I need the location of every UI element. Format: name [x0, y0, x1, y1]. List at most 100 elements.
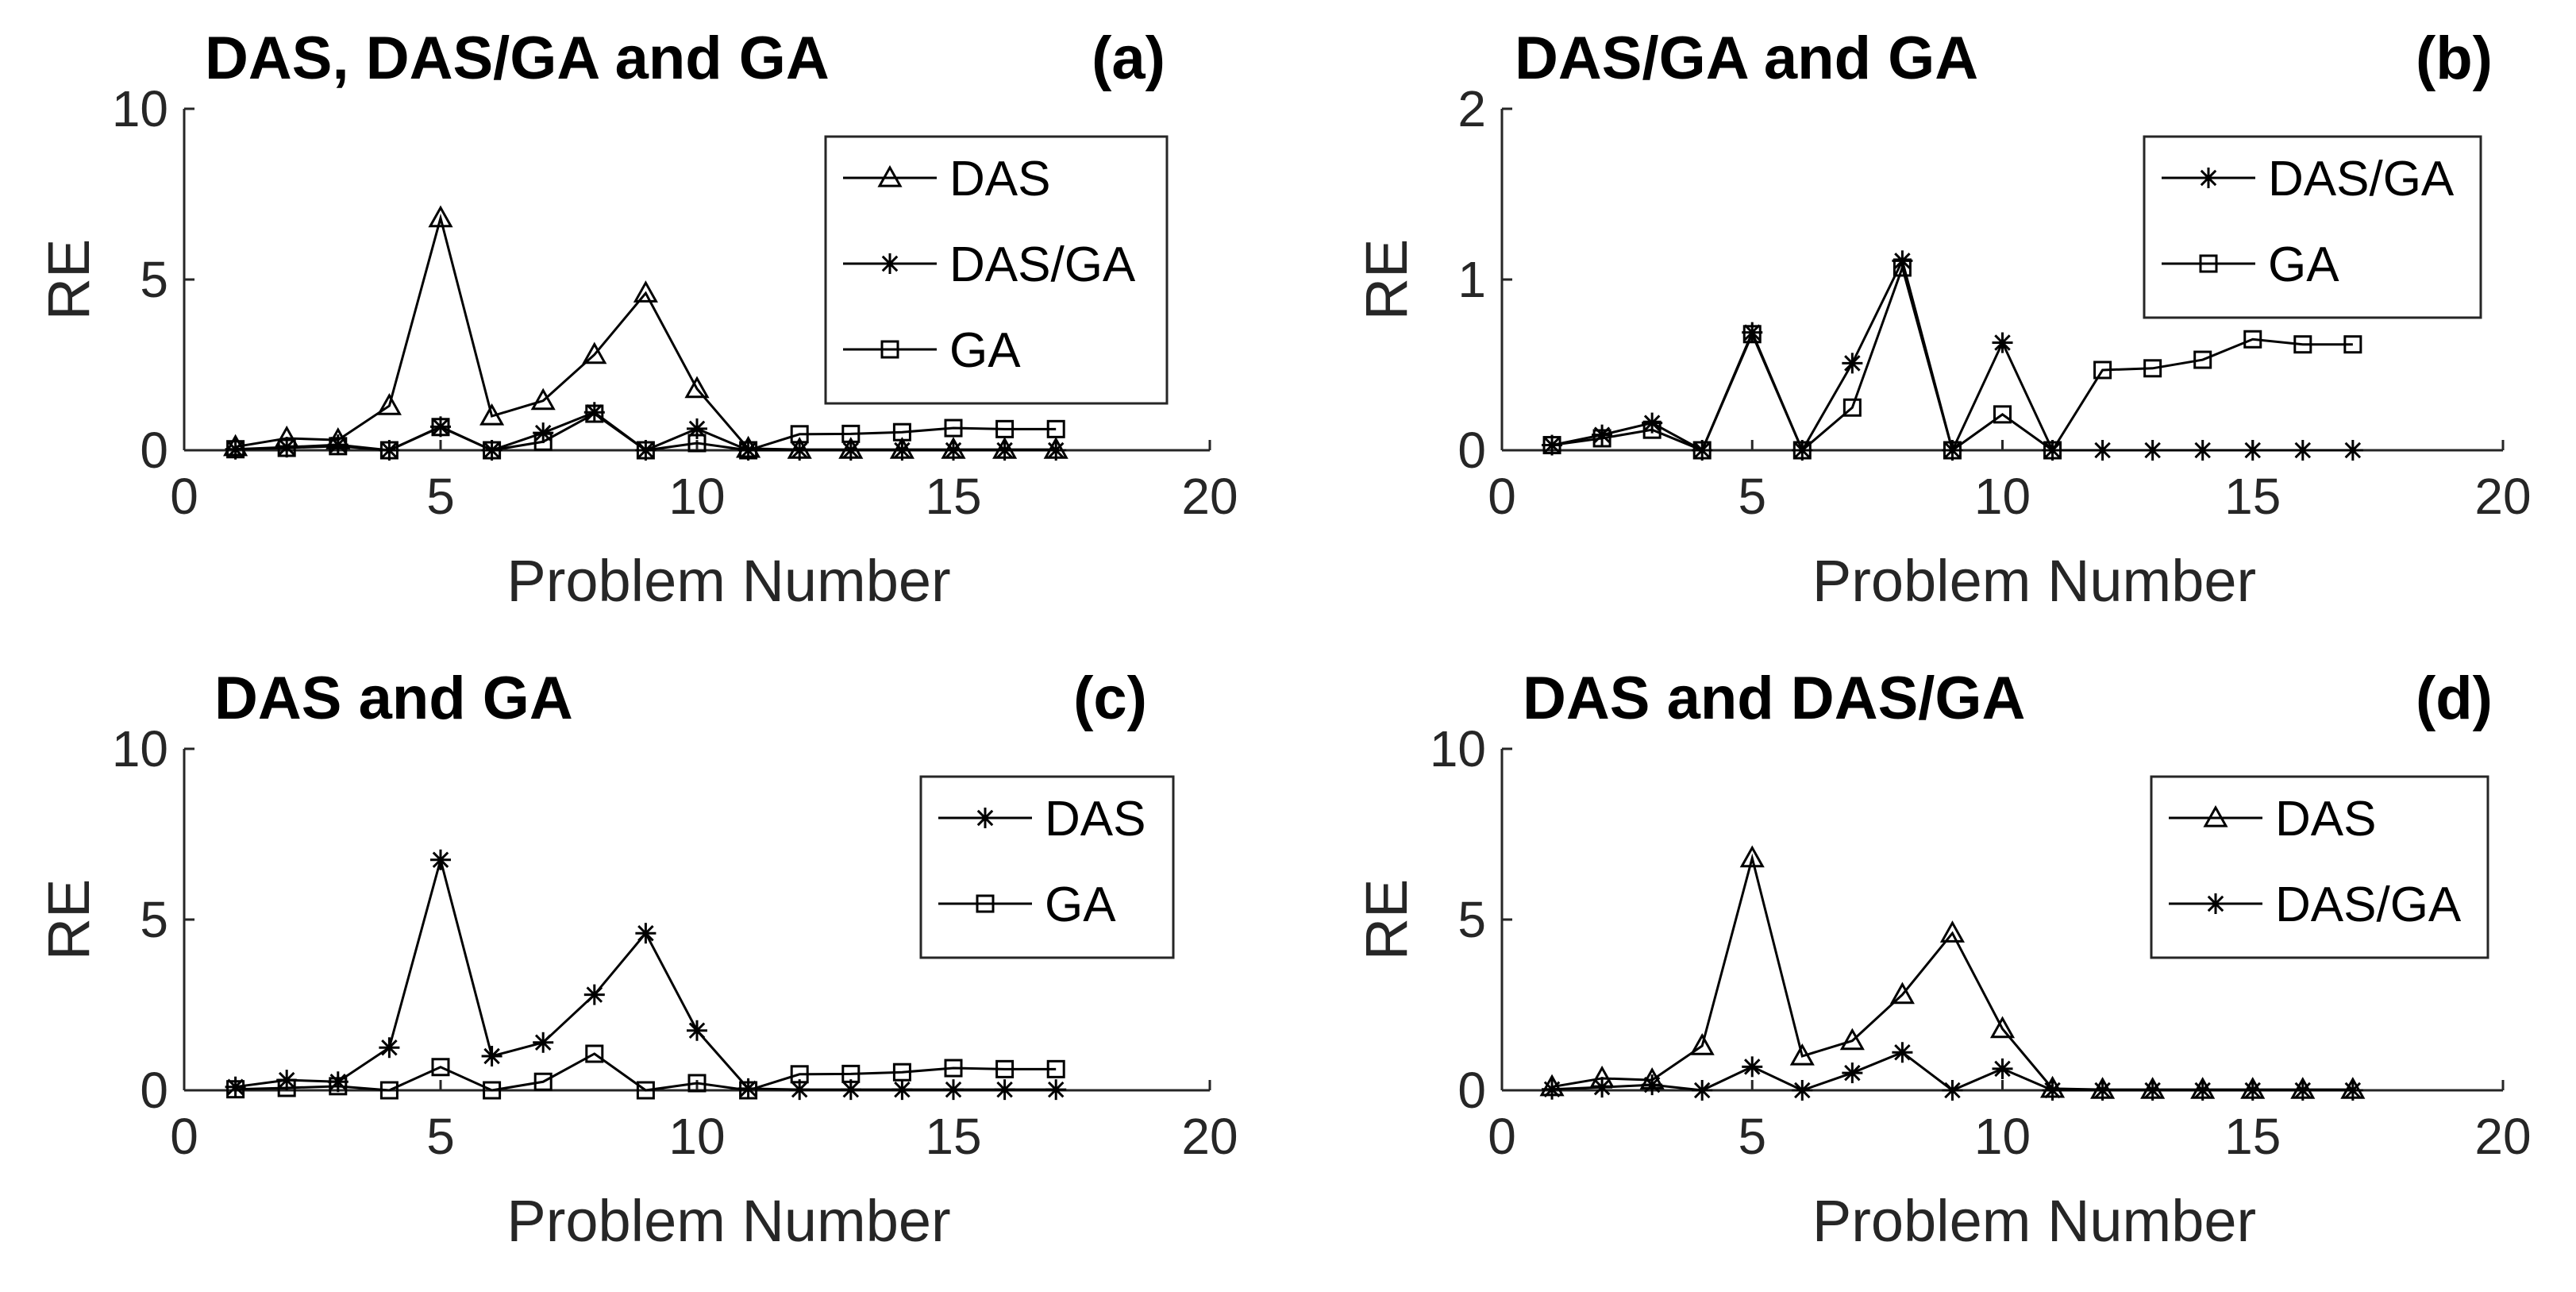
data-point	[277, 1078, 296, 1097]
data-point	[944, 418, 963, 438]
data-point	[633, 280, 658, 303]
data-point	[2192, 440, 2213, 461]
data-point	[995, 1059, 1015, 1078]
x-tick-label: 20	[1181, 1108, 1238, 1165]
data-point	[481, 1046, 502, 1066]
data-point	[739, 1081, 758, 1100]
data-point	[2042, 1080, 2063, 1101]
data-point	[636, 1081, 655, 1100]
x-tick-label: 20	[1181, 468, 1238, 525]
data-point	[1542, 1078, 1563, 1100]
x-tick-label: 0	[1488, 1108, 1516, 1165]
data-point	[2142, 1080, 2163, 1101]
legend-label: DAS/GA	[2275, 877, 2462, 932]
x-tick-label: 15	[2224, 468, 2281, 525]
x-tick-label: 10	[1974, 468, 2031, 525]
panel-label: (a)	[1092, 25, 1165, 92]
x-axis-label: Problem Number	[1812, 548, 2256, 614]
data-point	[841, 1064, 861, 1083]
data-point	[2343, 335, 2362, 354]
data-point	[431, 1058, 450, 1077]
y-tick-label: 10	[112, 80, 168, 137]
x-tick-label: 0	[170, 1108, 198, 1165]
data-point	[739, 441, 758, 460]
y-axis-label: RE	[1353, 879, 1419, 961]
y-tick-label: 10	[1430, 720, 1486, 777]
x-tick-label: 5	[426, 1108, 455, 1165]
data-point	[687, 434, 707, 453]
data-point	[2092, 1080, 2113, 1101]
data-point	[585, 1044, 604, 1063]
data-point	[533, 1032, 554, 1053]
x-axis-label: Problem Number	[1812, 1188, 2256, 1254]
data-point	[533, 1072, 553, 1091]
data-point	[1993, 405, 2012, 424]
data-point	[2093, 361, 2112, 380]
data-point	[944, 1059, 963, 1078]
data-point	[1942, 1080, 1963, 1101]
data-point	[431, 418, 450, 437]
chart-title: DAS and GA	[214, 665, 573, 732]
data-point	[1892, 1042, 1913, 1063]
data-point	[995, 419, 1015, 438]
x-tick-label: 10	[668, 1108, 725, 1165]
data-point	[1889, 982, 1915, 1005]
data-point	[1742, 325, 1762, 344]
data-point	[1642, 1074, 1663, 1096]
data-point	[636, 441, 655, 460]
data-point	[687, 1074, 707, 1093]
x-tick-label: 15	[925, 1108, 981, 1165]
x-tick-label: 20	[2474, 468, 2531, 525]
legend-entry: DAS	[843, 152, 1050, 206]
data-point	[2193, 350, 2212, 369]
data-point	[2142, 440, 2163, 461]
y-tick-label: 0	[1457, 1062, 1486, 1119]
data-point	[2293, 335, 2312, 354]
chart-panel-3: 0 5 10 15 20 0 5 10 Problem Number RE DAS and GA (c…	[36, 665, 1238, 1254]
data-point	[687, 1020, 707, 1041]
data-point	[1046, 419, 1065, 438]
y-tick-label: 0	[140, 422, 168, 479]
data-point	[1739, 845, 1765, 868]
legend-box	[2143, 135, 2482, 319]
legend-label: GA	[949, 323, 1021, 378]
series-line	[235, 1052, 1057, 1092]
data-point	[2043, 441, 2062, 460]
chart-panel-2: 0 5 10 15 20 0 1 2 Problem Number RE DAS/GA and GA…	[1353, 25, 2532, 614]
legend-entry: GA	[938, 877, 1116, 932]
data-point	[1992, 332, 2013, 353]
legend-entry: DAS/GA	[2169, 877, 2462, 932]
data-point	[994, 1079, 1015, 1101]
x-tick-label: 15	[2224, 1108, 2281, 1165]
y-tick-label: 1	[1457, 251, 1486, 308]
y-tick-label: 0	[140, 1062, 168, 1119]
chart-title: DAS and DAS/GA	[1523, 665, 2025, 732]
data-point	[1943, 441, 1962, 460]
data-point	[2292, 440, 2313, 461]
data-point	[277, 438, 296, 457]
data-point	[2342, 440, 2363, 461]
data-point	[329, 1077, 348, 1096]
legend-marker-asterisk-icon	[975, 808, 995, 828]
data-point	[1045, 1079, 1067, 1101]
x-tick-label: 10	[1974, 1108, 2031, 1165]
data-point	[1839, 1028, 1865, 1051]
data-point	[2242, 1080, 2263, 1101]
data-point	[430, 849, 451, 870]
data-point	[790, 425, 809, 444]
y-axis-label: RE	[36, 239, 102, 321]
data-point	[379, 1037, 400, 1059]
data-point	[530, 388, 556, 411]
x-axis-label: Problem Number	[506, 548, 950, 614]
legend-marker-asterisk-icon	[2205, 893, 2226, 914]
y-tick-label: 0	[1457, 422, 1486, 479]
data-point	[841, 424, 861, 443]
series-das	[225, 849, 1067, 1101]
panel-label: (c)	[1073, 665, 1147, 732]
legend: DAS DAS/GA	[2150, 775, 2489, 959]
y-tick-label: 5	[140, 251, 168, 308]
legend-box	[919, 775, 1175, 959]
data-point	[1842, 1063, 1863, 1084]
series-line	[235, 412, 1057, 452]
y-tick-label: 5	[1457, 891, 1486, 948]
